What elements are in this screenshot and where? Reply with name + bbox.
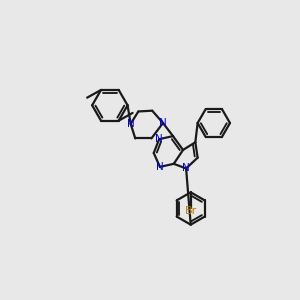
Text: N: N xyxy=(182,164,190,173)
Text: Br: Br xyxy=(184,206,197,216)
Text: N: N xyxy=(159,118,167,128)
Text: N: N xyxy=(156,162,164,172)
Text: N: N xyxy=(155,134,163,144)
Text: N: N xyxy=(127,119,134,129)
